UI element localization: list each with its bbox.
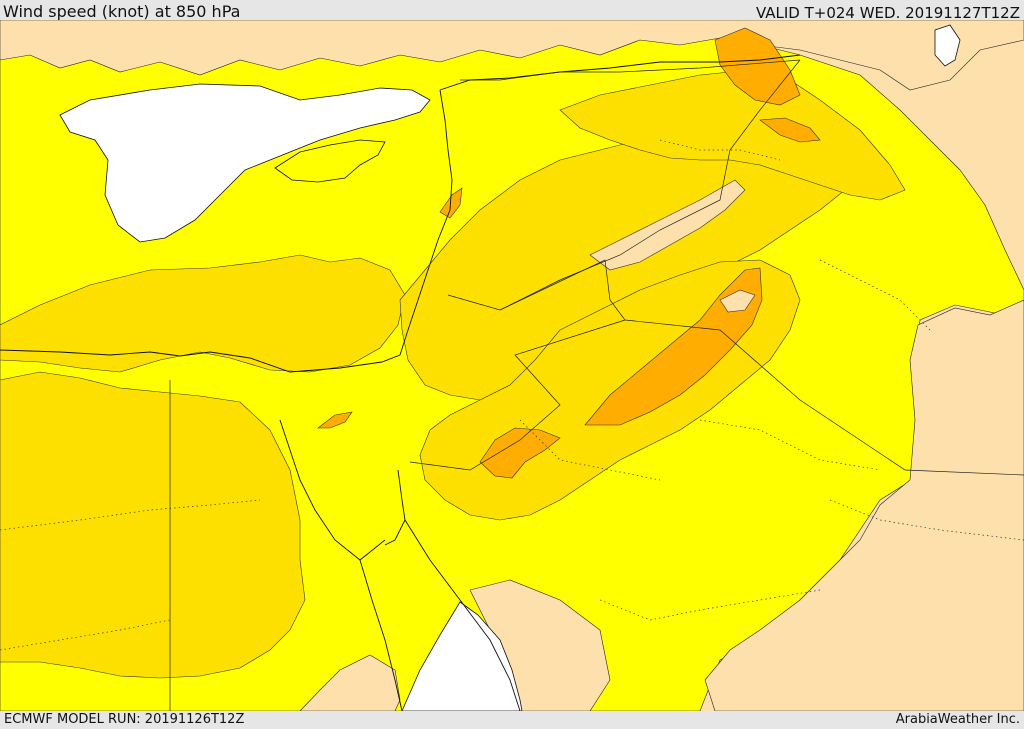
syria-iraq-border — [499, 59, 801, 311]
pale-region-south-egypt — [299, 654, 401, 711]
red-sea-east-coast — [404, 519, 521, 711]
jordan-border — [409, 319, 626, 471]
credit: ArabiaWeather Inc. — [895, 712, 1020, 727]
dotted-admin-lines — [0, 139, 1024, 651]
turkey-coast — [439, 54, 801, 91]
footer-bar: ECMWF MODEL RUN: 20191126T12Z ArabiaWeat… — [0, 711, 1024, 729]
streak-syria — [714, 27, 801, 106]
red-sea — [401, 601, 523, 711]
red-sea-west-coast — [359, 559, 403, 711]
map-title: Wind speed (knot) at 850 hPa — [3, 2, 241, 21]
syria-turkey-border — [460, 59, 801, 81]
valid-time: VALID T+024 WED. 20191127T12Z — [755, 4, 1020, 22]
caspian-sea — [934, 24, 961, 67]
borders — [169, 59, 1024, 711]
coastlines — [0, 54, 801, 711]
streak-sinai — [317, 411, 353, 429]
band-syria-east — [559, 69, 906, 201]
band-egypt-west — [0, 371, 306, 679]
pale-pocket-syria — [589, 179, 746, 271]
cyprus — [274, 139, 386, 183]
streak-jordan — [479, 427, 561, 479]
pale-region-southeast — [704, 299, 1024, 711]
band-north-africa — [0, 254, 406, 373]
streak-iraq-north — [759, 117, 821, 143]
streak-lebanon — [439, 187, 463, 219]
wind-speed-map — [0, 20, 1024, 711]
streak-iraq — [584, 267, 763, 426]
iraq-border — [624, 319, 1024, 476]
model-run: ECMWF MODEL RUN: 20191126T12Z — [4, 712, 245, 727]
pale-region-north — [0, 20, 1024, 91]
levant-coast — [0, 89, 453, 373]
header-bar: Wind speed (knot) at 850 hPa VALID T+024… — [0, 0, 1024, 22]
mediterranean-sea — [59, 83, 431, 243]
pale-pocket-iraq — [719, 289, 756, 313]
syria-jordan-border — [447, 259, 626, 321]
